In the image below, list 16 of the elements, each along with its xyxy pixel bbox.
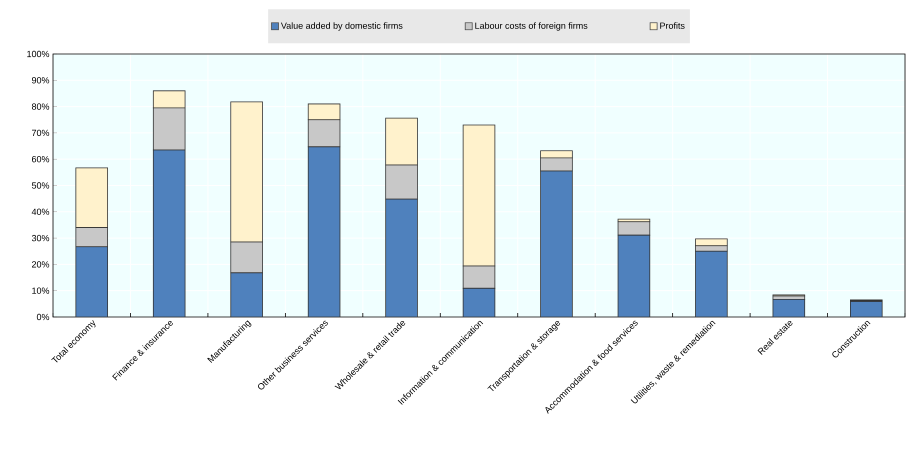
- legend-label: Value added by domestic firms: [280, 22, 402, 31]
- y-tick-label: 20%: [32, 261, 50, 268]
- y-tick-label: 30%: [32, 234, 50, 242]
- y-tick-label: 60%: [32, 156, 50, 162]
- y-tick-label: 0%: [36, 314, 50, 320]
- bar: [850, 301, 883, 317]
- y-tick-label: 90%: [32, 77, 50, 84]
- y-tick-label: 10%: [32, 288, 50, 294]
- bar: [772, 298, 806, 317]
- y-tick-label: 80%: [32, 103, 50, 110]
- y-tick-label: 40%: [32, 208, 50, 215]
- y-tick-label: 100%: [27, 50, 50, 58]
- legend-label: Labour costs of foreign firms: [475, 22, 588, 31]
- y-tick-label: 70%: [32, 130, 50, 136]
- y-tick-label: 50%: [32, 182, 50, 189]
- legend-label: Profits: [660, 22, 685, 29]
